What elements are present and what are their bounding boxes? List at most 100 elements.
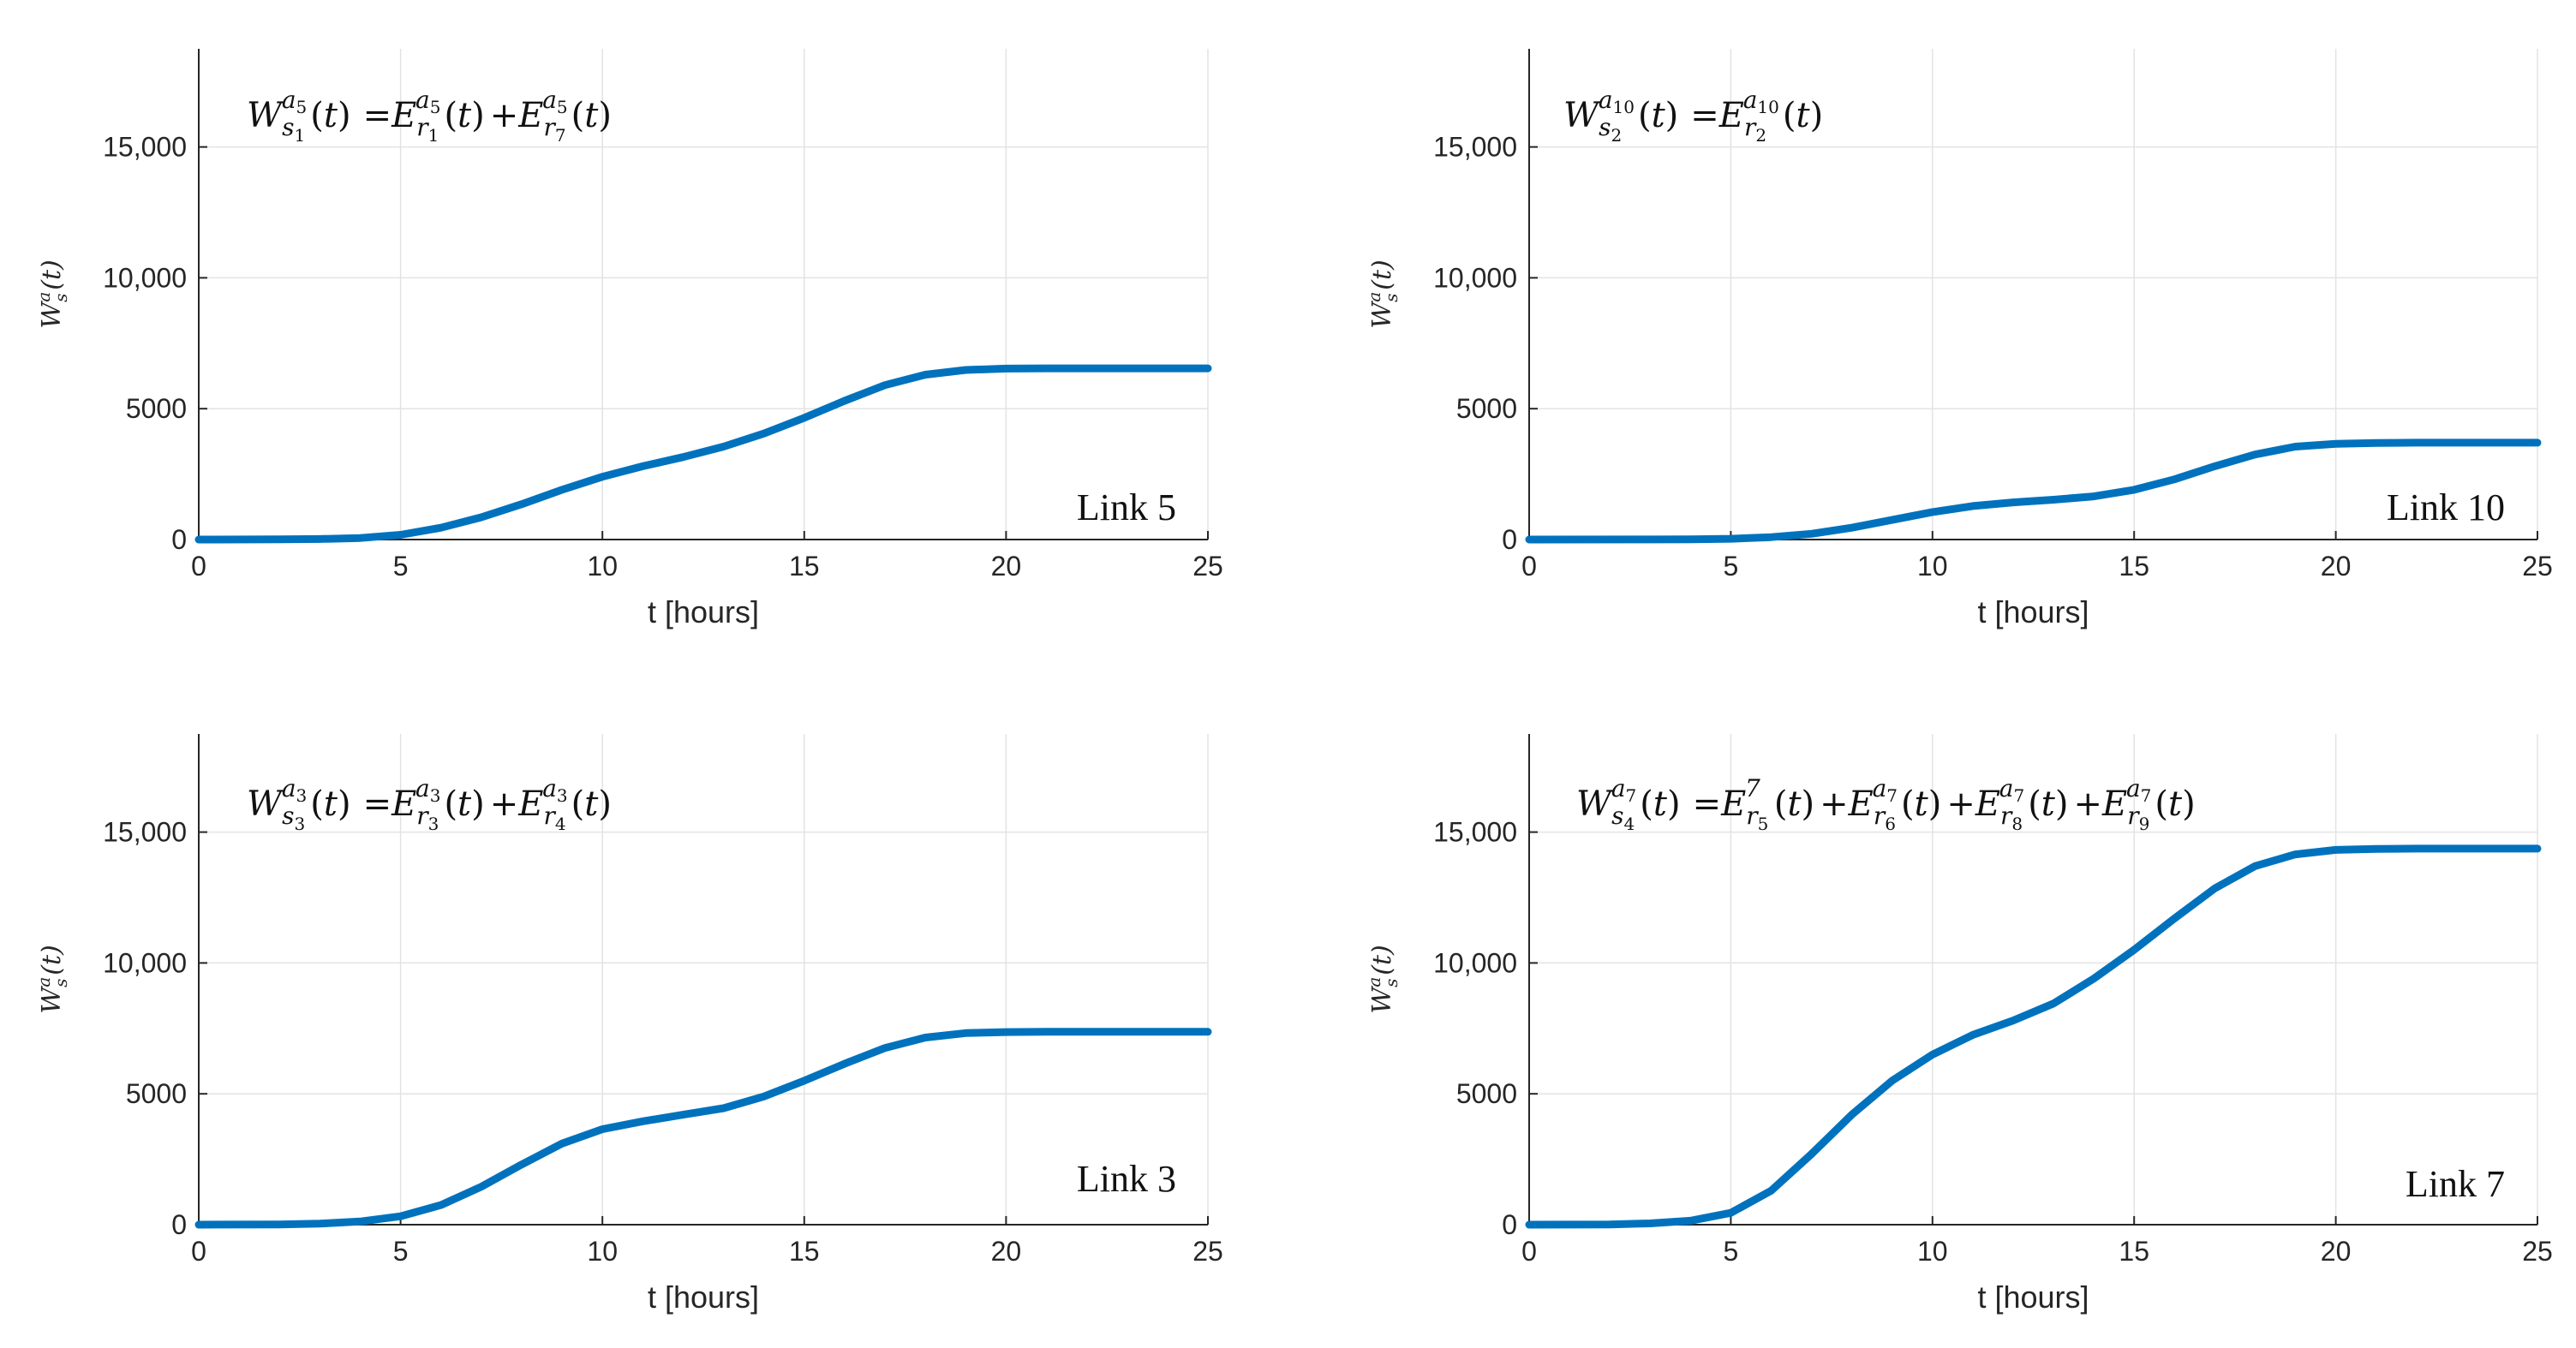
eq-operator: + (1820, 784, 1849, 824)
eq-term-supsub: 7 (2013, 785, 2024, 806)
eq-lhs-subsub: 4 (1624, 814, 1635, 834)
eq-term-arg: t (1796, 96, 1810, 135)
y-axis-label-sub: s (1381, 294, 1402, 302)
eq-term-sub: r (2000, 802, 2013, 830)
x-tick-label: 5 (1724, 1236, 1739, 1267)
y-axis-label-sub: s (1381, 979, 1402, 987)
eq-term-supsub: 5 (557, 97, 568, 117)
eq-lhs-sup: a (1611, 774, 1626, 802)
x-tick-label: 20 (2321, 551, 2352, 582)
eq-operator: = (363, 784, 392, 824)
eq-term-base: E (2101, 784, 2127, 824)
x-tick-label: 25 (2522, 1236, 2553, 1267)
eq-term-sup: 7 (1745, 774, 1760, 802)
x-tick-label: 0 (1521, 551, 1537, 582)
x-tick-label: 0 (191, 1236, 206, 1267)
y-tick-label: 5000 (126, 393, 187, 424)
eq-term-paren-open: ( (444, 96, 457, 135)
eq-term-sub: r (543, 113, 556, 141)
x-tick-label: 15 (2119, 551, 2149, 582)
eq-lhs-supsub: 10 (1613, 97, 1635, 117)
y-axis-label-sup: a (33, 292, 54, 302)
eq-lhs-supsub: 7 (1626, 785, 1637, 806)
series-line (194, 364, 1212, 544)
eq-term-supsub: 10 (1757, 97, 1778, 117)
eq-term-paren-open: ( (1783, 96, 1796, 135)
x-tick-label: 15 (2119, 1236, 2149, 1267)
x-tick-label: 10 (1917, 551, 1948, 582)
y-tick-label: 10,000 (103, 947, 187, 978)
eq-term-subsub: 7 (555, 125, 566, 146)
eq-term-supsub: 3 (430, 785, 441, 806)
y-tick-label: 15,000 (103, 132, 187, 163)
eq-lhs-subsub: 2 (1611, 125, 1623, 146)
y-axis-label-sup: a (33, 977, 54, 987)
y-tick-label: 0 (1502, 1209, 1517, 1240)
eq-term-arg: t (1915, 784, 1929, 824)
x-tick-label: 5 (1724, 551, 1739, 582)
eq-lhs-sub: s (282, 113, 294, 141)
y-axis-label: Wsa (t) (33, 259, 71, 329)
eq-term-subsub: 3 (428, 814, 439, 834)
axes (1528, 49, 2537, 540)
eq-term-base: E (1718, 96, 1744, 135)
link-annotation: Link 7 (2406, 1163, 2505, 1205)
eq-lhs-paren-close: ) (338, 96, 351, 135)
y-axis-label-base: W (1367, 986, 1397, 1014)
y-axis-label-arg: (t) (1367, 945, 1397, 975)
eq-lhs-paren-close: ) (1667, 784, 1681, 824)
eq-operator: = (1690, 96, 1719, 135)
eq-term-subsub: 6 (1885, 814, 1896, 834)
equation: Ws4a7 (t) =Er57 (t) +Er6a7 (t) +Er8a7 (t) +Er9a7… (1576, 774, 2196, 834)
y-tick-label: 0 (171, 1209, 187, 1240)
x-tick-label: 0 (1521, 1236, 1537, 1267)
eq-term-supsub: 3 (557, 785, 568, 806)
eq-operator: + (1946, 784, 1975, 824)
eq-term-arg: t (457, 96, 472, 135)
x-tick-label: 20 (2321, 1236, 2352, 1267)
y-axis-label-base: W (37, 301, 67, 329)
eq-term-base: E (391, 96, 416, 135)
link-annotation: Link 5 (1077, 486, 1176, 528)
x-axis-label: t [hours] (648, 1279, 759, 1315)
y-axis-label-sup: a (1364, 977, 1384, 987)
x-tick-label: 15 (789, 1236, 820, 1267)
eq-operator: = (363, 96, 392, 135)
eq-term-arg: t (584, 784, 599, 824)
series-line (1525, 844, 2542, 1229)
eq-term-sup: a (1743, 86, 1758, 114)
eq-operator: = (1693, 784, 1722, 824)
link-annotation: Link 10 (2387, 486, 2505, 528)
eq-term-sub: r (2127, 802, 2140, 830)
eq-term-base: E (517, 96, 543, 135)
eq-lhs-base: W (247, 96, 284, 135)
eq-lhs-base: W (1576, 784, 1614, 824)
eq-lhs-arg: t (1653, 784, 1668, 824)
eq-term-sup: a (415, 86, 430, 114)
y-tick-label: 5000 (1456, 1078, 1517, 1109)
y-axis-label-sup: a (1364, 292, 1384, 302)
eq-term-paren-open: ( (2155, 784, 2168, 824)
eq-term-subsub: 5 (1758, 814, 1769, 834)
y-axis-label: Wsa (t) (1364, 259, 1402, 329)
link-annotation: Link 3 (1077, 1158, 1176, 1200)
eq-term-subsub: 2 (1755, 125, 1766, 146)
y-axis-label-base: W (1367, 301, 1397, 329)
eq-lhs-arg: t (324, 784, 338, 824)
series-line (1525, 438, 2542, 544)
equation: Ws2a10 (t) =Er2a10 (t) (1563, 86, 1823, 146)
eq-lhs-sub: s (1611, 802, 1623, 830)
eq-lhs-supsub: 3 (296, 785, 308, 806)
y-tick-label: 0 (171, 524, 187, 555)
eq-term-sub: r (1874, 802, 1886, 830)
x-tick-label: 25 (1192, 1236, 1223, 1267)
eq-term-paren-close: ) (1802, 784, 1815, 824)
eq-term-paren-close: ) (2182, 784, 2196, 824)
eq-term-sup: a (415, 774, 430, 802)
x-tick-label: 20 (991, 1236, 1022, 1267)
eq-lhs-paren-open: ( (1640, 784, 1653, 824)
